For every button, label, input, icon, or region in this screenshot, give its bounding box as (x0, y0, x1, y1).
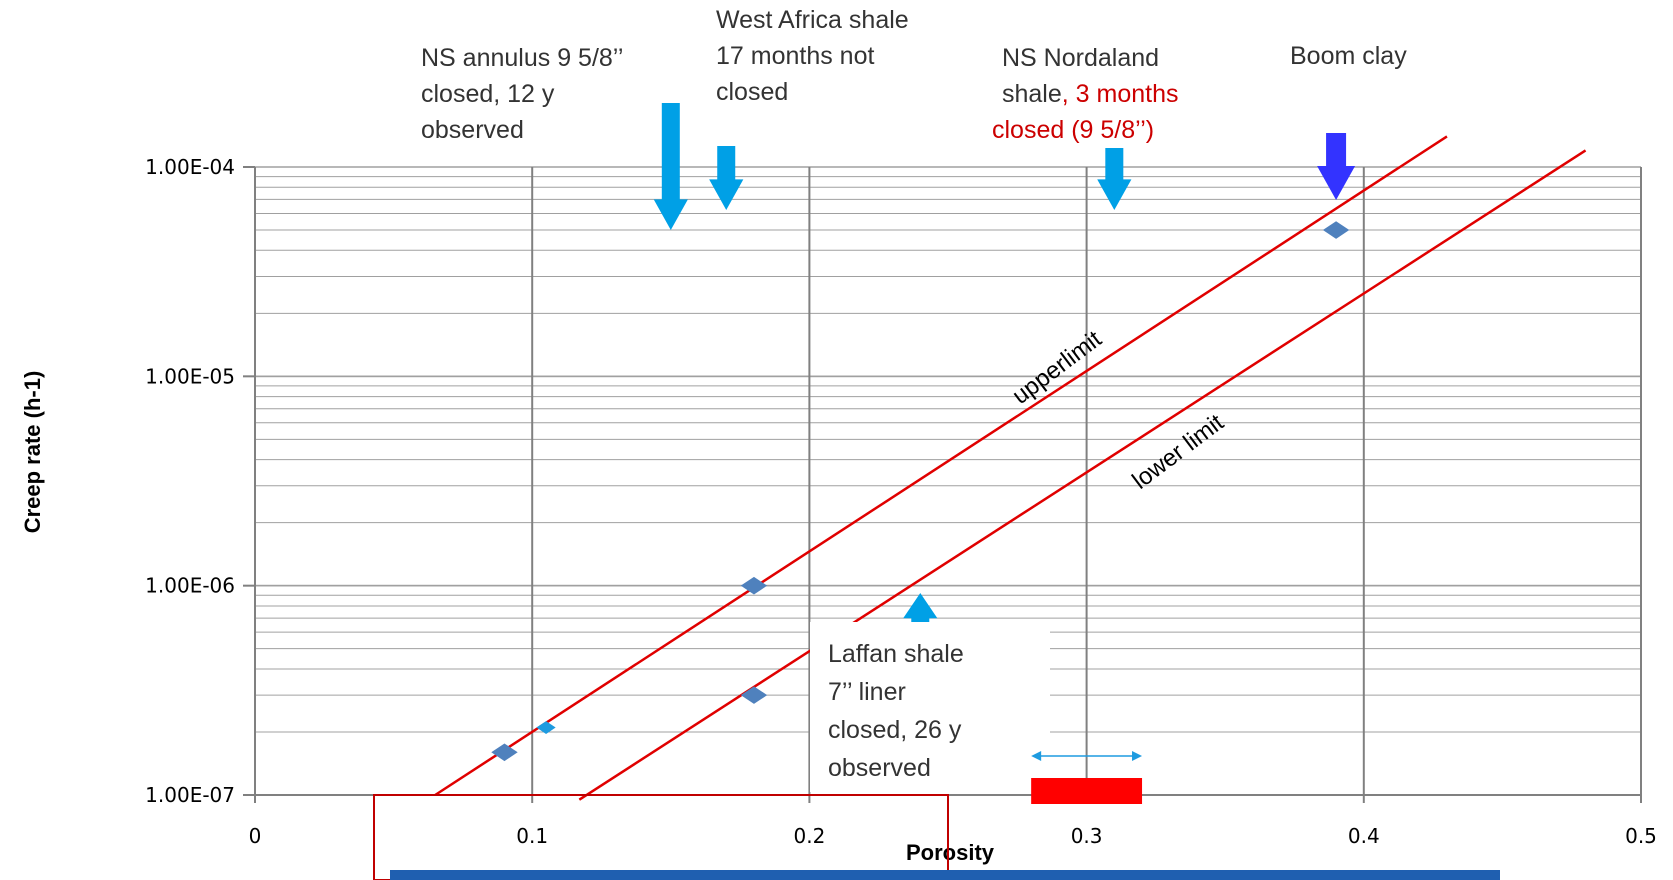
annotation-ns-annulus: NS annulus 9 5/8’’ closed, 12 y observed (421, 44, 623, 144)
y-axis-title: Creep rate (h-1) (20, 371, 45, 534)
arrow-ns-annulus (653, 103, 688, 230)
annotation-line: NS annulus 9 5/8’’ (421, 44, 623, 72)
y-tick-label: 1.00E-04 (145, 155, 235, 179)
x-tick-label: 0.1 (516, 824, 548, 848)
y-tick-label: 1.00E-07 (145, 783, 235, 807)
data-point (740, 576, 768, 595)
range-arrowhead-left (1031, 751, 1042, 761)
x-axis-title: Porosity (906, 840, 995, 865)
annotation-line: Boom clay (1290, 42, 1407, 70)
y-tick-label: 1.00E-06 (145, 574, 235, 598)
arrow-ns-nordaland (1097, 148, 1132, 210)
x-tick-label: 0.2 (793, 824, 825, 848)
annotation-line: observed (828, 754, 931, 782)
x-tick-label: 0.4 (1348, 824, 1380, 848)
annotation-line: NS Nordaland (1002, 44, 1159, 72)
lower-limit-label: lower limit (1127, 409, 1229, 495)
bottom-banner (390, 870, 1500, 880)
arrow-boom-clay (1317, 133, 1356, 200)
annotation-line: 17 months not (716, 42, 874, 70)
data-point (491, 743, 518, 762)
x-tick-label: 0.5 (1625, 824, 1657, 848)
annotation-line: shale, 3 months (1002, 80, 1179, 108)
annotation-line: Laffan shale (828, 640, 964, 668)
annotation-line: closed (716, 78, 788, 106)
annotation-boom-clay: Boom clay (1290, 42, 1407, 70)
range-bar (1031, 778, 1143, 804)
tick-labels: 0 0.1 0.2 0.3 0.4 0.5 1.00E-07 1.00E-06 1.00E-05… (145, 155, 1657, 848)
data-point (536, 721, 556, 734)
annotation-line: closed (9 5/8’’) (992, 116, 1154, 144)
annotation-line: closed, 12 y (421, 80, 555, 108)
highlight-frame (373, 794, 949, 880)
range-arrowhead-right (1132, 751, 1143, 761)
upper-limit-line (434, 135, 1448, 797)
arrow-west-africa (709, 146, 744, 210)
annotation-ns-nordaland: NS Nordaland shale, 3 months closed (9 5… (992, 44, 1179, 144)
x-tick-label: 0.3 (1071, 824, 1103, 848)
lower-limit-line (578, 149, 1587, 801)
range-marker (1031, 751, 1143, 804)
annotation-laffan: Laffan shale 7’’ liner closed, 26 y obse… (810, 622, 1050, 792)
annotation-box (810, 622, 1050, 792)
data-points (491, 221, 1350, 762)
grid (254, 166, 1642, 796)
annotation-line: closed, 26 y (828, 716, 962, 744)
data-point (740, 686, 768, 704)
annotation-part: , 3 months (1062, 80, 1179, 108)
annotation-west-africa: West Africa shale 17 months not closed (716, 6, 909, 106)
annotation-line: 7’’ liner (828, 678, 906, 706)
y-tick-label: 1.00E-05 (145, 364, 235, 388)
annotation-line: observed (421, 116, 524, 144)
x-tick-label: 0 (249, 824, 262, 848)
data-point (1322, 221, 1350, 239)
annotation-line: West Africa shale (716, 6, 909, 34)
annotation-part: shale (1002, 80, 1062, 108)
